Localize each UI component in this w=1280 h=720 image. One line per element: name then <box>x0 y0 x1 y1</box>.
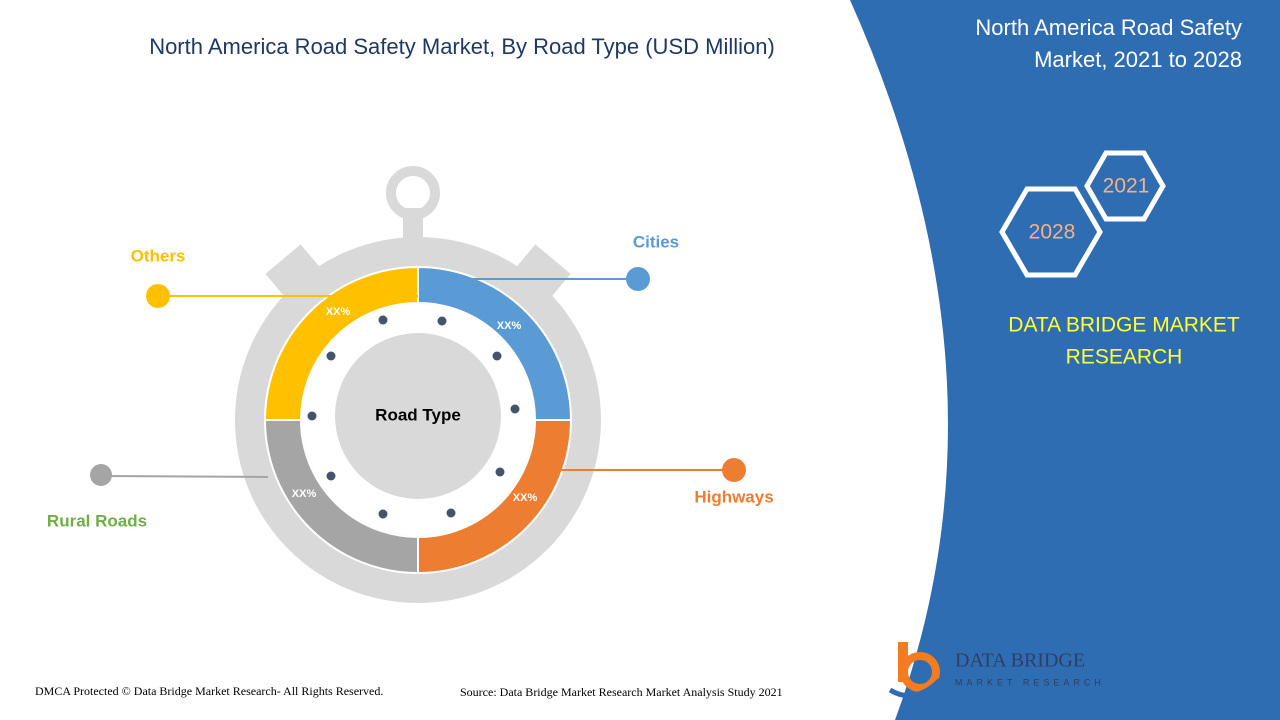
panel-title: Market, 2021 to 2028 <box>1034 47 1242 72</box>
brand: DATA BRIDGE MARKET <box>1008 314 1240 337</box>
logo-name: DATA BRIDGE <box>955 650 1085 672</box>
stopwatch: Road Type XX% XX% XX% XX% <box>235 166 601 603</box>
logo: DATA BRIDGE MARKET RESEARCH <box>888 642 1105 699</box>
title: North America Road Safety Market, By Roa… <box>149 34 775 59</box>
segment-label: Others <box>131 246 186 265</box>
crown-stem <box>403 208 423 238</box>
year: 2021 <box>1103 175 1150 198</box>
hexagon <box>999 186 1103 278</box>
year: 2028 <box>1029 221 1076 244</box>
source: Source: Data Bridge Market Research Mark… <box>460 685 783 699</box>
button <box>265 244 327 305</box>
hexagon <box>1084 150 1166 222</box>
segment-label: Highways <box>694 487 773 506</box>
panel-title: North America Road Safety <box>975 15 1242 40</box>
value-label: XX% <box>326 306 351 318</box>
segment <box>263 265 419 421</box>
segment-label: Rural Roads <box>47 511 147 530</box>
dial-dots <box>307 315 520 519</box>
side-panel <box>850 0 1280 720</box>
brand: RESEARCH <box>1066 346 1183 369</box>
value-label: XX% <box>513 492 538 504</box>
value-label: XX% <box>292 488 317 500</box>
button <box>509 244 571 305</box>
logo-tagline: MARKET RESEARCH <box>955 677 1105 687</box>
center <box>335 333 501 499</box>
callouts <box>90 267 746 486</box>
value-label: XX% <box>497 320 522 332</box>
center-label: Road Type <box>375 405 461 424</box>
copyright: DMCA Protected © Data Bridge Market Rese… <box>35 684 383 698</box>
segment-label: Cities <box>633 232 679 251</box>
